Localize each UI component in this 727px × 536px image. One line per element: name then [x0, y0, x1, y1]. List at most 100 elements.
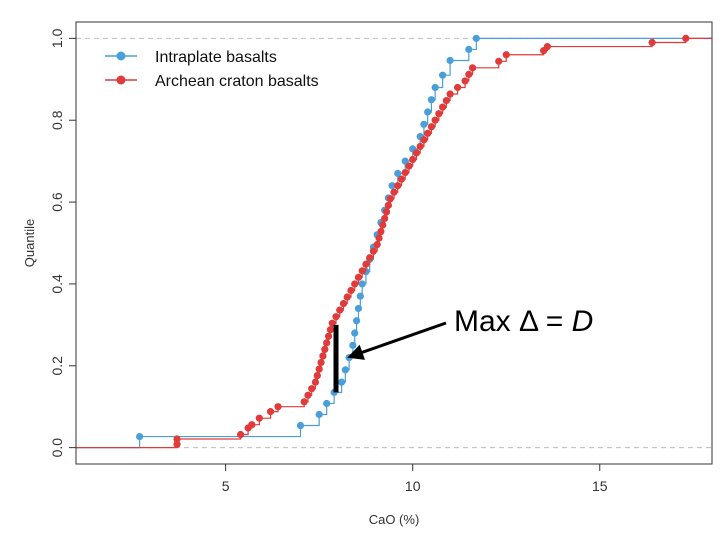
data-point [682, 34, 690, 42]
data-point [543, 42, 551, 51]
annotation-var: D [572, 305, 594, 338]
data-point [347, 286, 355, 295]
data-point [300, 398, 308, 406]
data-point [173, 440, 181, 448]
data-point [468, 64, 477, 72]
data-point [274, 403, 282, 411]
data-point [311, 378, 320, 386]
data-point [308, 385, 316, 393]
y-axis: 0.0 0.2 0.4 0.6 0.8 1.0 [49, 28, 77, 457]
y-tick-label: 0.4 [49, 274, 65, 294]
data-point [465, 70, 473, 78]
data-point [401, 157, 409, 165]
data-point [173, 435, 181, 443]
data-point [375, 234, 383, 242]
data-point [439, 103, 447, 111]
data-point [343, 293, 351, 301]
data-point [324, 332, 333, 340]
data-point [442, 96, 450, 105]
legend-label-archean: Archean craton basalts [155, 73, 319, 90]
step-line-0 [76, 37, 712, 449]
data-point [296, 421, 305, 430]
data-point [465, 45, 473, 54]
data-point [431, 83, 439, 92]
data-point [317, 358, 325, 367]
data-point [394, 169, 402, 178]
data-point [386, 195, 394, 203]
data-point [338, 378, 346, 386]
legend: Intraplate basalts Archean craton basalt… [105, 49, 319, 90]
x-axis-title: CaO (%) [369, 512, 420, 527]
data-point [369, 247, 378, 255]
data-point [439, 71, 447, 79]
data-point [381, 214, 389, 223]
x-tick-label: 10 [405, 478, 421, 494]
data-point [377, 227, 385, 236]
data-point [315, 410, 323, 419]
data-point [248, 421, 256, 429]
data-point [405, 162, 413, 170]
data-point [313, 372, 321, 380]
data-point [412, 149, 421, 157]
data-point [366, 254, 374, 262]
y-tick-label: 0.2 [49, 356, 65, 376]
y-axis-title: Quantile [22, 219, 37, 267]
data-point [384, 201, 392, 209]
data-point [237, 430, 245, 439]
data-point [362, 260, 370, 268]
data-point [341, 366, 349, 374]
data-point [435, 110, 443, 118]
data-point [420, 136, 428, 144]
data-point [648, 38, 656, 47]
data-point [394, 182, 402, 190]
data-point [323, 399, 331, 408]
annotation-prefix: Max [454, 305, 519, 338]
data-point [495, 57, 503, 65]
x-axis: 5 10 15 [222, 463, 608, 494]
data-point [358, 280, 366, 288]
data-point [446, 90, 454, 98]
annotation-arrow [361, 321, 447, 354]
data-point [319, 352, 327, 360]
series-archean-craton-basalts [76, 34, 712, 449]
data-point [356, 292, 364, 300]
data-point [446, 56, 454, 65]
data-point [461, 77, 469, 85]
x-tick-label: 5 [222, 478, 230, 494]
x-tick-label: 15 [592, 478, 608, 494]
data-point [351, 329, 359, 337]
data-point [424, 108, 432, 116]
data-point [416, 142, 424, 151]
legend-marker-intraplate [116, 51, 126, 61]
data-point [304, 391, 312, 399]
data-point [332, 313, 340, 321]
reference-lines [76, 37, 712, 449]
data-point [321, 345, 329, 354]
data-point [379, 221, 387, 229]
data-point [409, 155, 417, 164]
series-intraplate-basalts [76, 34, 712, 449]
data-point [326, 326, 334, 334]
data-point [472, 34, 480, 42]
data-point [397, 175, 406, 183]
data-point [427, 96, 436, 104]
annotation-delta: Δ [519, 305, 539, 338]
data-point [390, 188, 398, 196]
data-point [339, 299, 348, 308]
data-point [502, 51, 510, 59]
data-point [255, 414, 263, 422]
data-point [266, 408, 275, 416]
step-line-1 [76, 37, 712, 449]
data-point [354, 273, 363, 281]
data-point [454, 83, 462, 92]
data-point [420, 120, 428, 128]
data-point [352, 317, 361, 325]
data-point [336, 306, 344, 314]
data-point [351, 280, 359, 288]
data-point [323, 339, 331, 347]
y-tick-label: 1.0 [49, 28, 65, 48]
annotation-arrowhead [347, 344, 365, 360]
data-point [373, 241, 381, 249]
data-point [349, 341, 357, 349]
